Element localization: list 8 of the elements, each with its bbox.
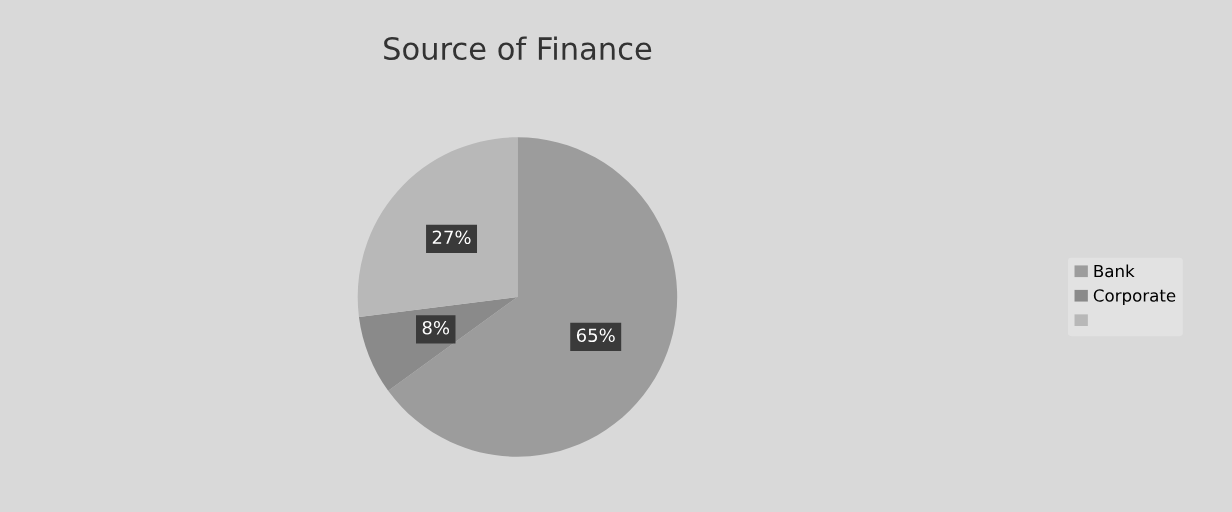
data-label: 8% <box>422 320 450 335</box>
data-label: 65% <box>576 328 615 343</box>
data-label: 27% <box>432 230 471 245</box>
chart-title: Source of Finance <box>384 36 652 61</box>
legend-label: Bank <box>1094 264 1135 278</box>
legend-label: Corporate <box>1093 289 1176 306</box>
pie-slice <box>388 137 678 457</box>
pie-slice <box>357 137 518 317</box>
